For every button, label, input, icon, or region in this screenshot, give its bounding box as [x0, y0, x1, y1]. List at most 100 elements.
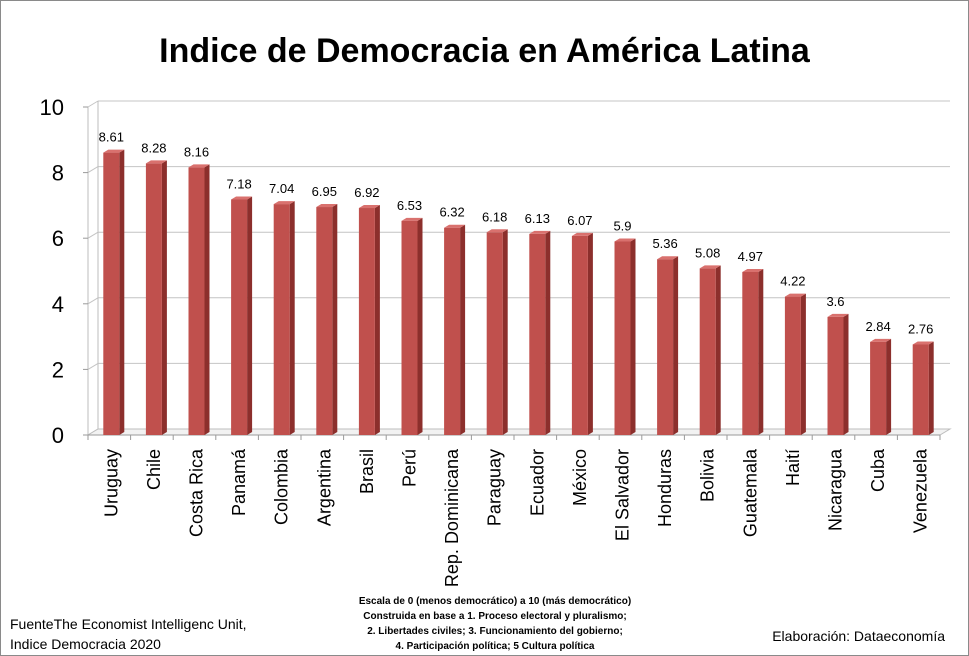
bar-side-18 — [843, 313, 849, 435]
value-label: 6.95 — [312, 184, 337, 199]
y-tick-label: 8 — [52, 161, 64, 186]
method-line-1: Escala de 0 (menos democrático) a 10 (má… — [358, 596, 632, 607]
bar-top-1 — [103, 149, 125, 153]
value-label: 8.16 — [184, 144, 209, 159]
bar-1 — [103, 152, 120, 436]
bar-12 — [571, 235, 588, 435]
category-label: El Salvador — [613, 449, 633, 541]
bar-13 — [614, 241, 631, 435]
value-label: 6.32 — [439, 205, 464, 220]
bar-top-20 — [912, 341, 934, 345]
bar-10 — [486, 232, 503, 435]
value-label: 4.22 — [780, 274, 805, 289]
bar-top-4 — [231, 196, 253, 200]
y-tick-label: 6 — [52, 226, 64, 251]
bar-9 — [444, 227, 461, 435]
y-tick-label: 4 — [52, 292, 64, 317]
value-label: 7.18 — [226, 176, 251, 191]
category-label: Rep. Dominicana — [442, 448, 462, 587]
methodology-note: Escala de 0 (menos democrático) a 10 (má… — [300, 594, 690, 654]
bar-7 — [358, 208, 375, 435]
bar-side-10 — [502, 229, 508, 435]
bar-side-1 — [119, 149, 125, 436]
bar-side-8 — [417, 217, 423, 435]
chart-floor — [86, 428, 952, 436]
bar-side-9 — [460, 224, 466, 435]
bar-side-15 — [715, 265, 721, 435]
category-label: Paraguay — [485, 449, 505, 526]
bar-top-11 — [529, 230, 551, 234]
category-label: Nicaragua — [826, 448, 846, 531]
value-label: 3.6 — [826, 294, 844, 309]
category-label: Bolivia — [698, 448, 718, 502]
value-label: 5.9 — [613, 218, 631, 233]
category-label: Honduras — [655, 449, 675, 527]
credit-note: Elaboración: Dataeconomía — [772, 628, 945, 644]
bar-side-13 — [630, 238, 636, 435]
source-note: FuenteThe Economist Intelligenc Unit, In… — [10, 614, 247, 654]
value-label: 5.08 — [695, 245, 720, 260]
bar-3 — [188, 167, 205, 436]
gridline-diag-2 — [87, 362, 99, 370]
bar-top-17 — [784, 293, 806, 297]
bar-top-6 — [316, 204, 338, 208]
chart-title: Indice de Democracia en América Latina — [159, 32, 810, 70]
category-label: Colombia — [272, 448, 292, 525]
source-line-1: FuenteThe Economist Intelligenc Unit, — [10, 616, 247, 632]
bar-top-19 — [870, 338, 892, 342]
bar-top-3 — [188, 164, 210, 168]
bar-8 — [401, 220, 418, 435]
category-label: Ecuador — [527, 449, 547, 516]
bar-side-2 — [161, 160, 167, 435]
method-line-3: 2. Libertades civiles; 3. Funcionamiento… — [367, 626, 623, 637]
bar-top-18 — [827, 313, 849, 317]
bar-top-12 — [571, 232, 593, 236]
bar-14 — [657, 259, 674, 435]
value-label: 5.36 — [652, 236, 677, 251]
y-tick-label: 2 — [52, 357, 64, 382]
method-line-4: 4. Participación política; 5 Cultura pol… — [395, 641, 595, 652]
value-label: 6.07 — [567, 213, 592, 228]
bar-4 — [231, 199, 248, 435]
bar-side-5 — [289, 201, 295, 435]
bar-11 — [529, 233, 546, 435]
category-label: México — [570, 449, 590, 506]
bar-17 — [784, 296, 801, 435]
value-label: 6.92 — [354, 185, 379, 200]
category-label: Cuba — [868, 448, 888, 492]
method-line-2: Construida en base a 1. Proceso electora… — [363, 611, 627, 622]
gridline-diag-6 — [87, 231, 99, 239]
bar-side-16 — [758, 268, 764, 435]
source-line-2: Indice Democracia 2020 — [10, 636, 161, 652]
bar-side-17 — [800, 293, 806, 435]
value-label: 6.13 — [525, 211, 550, 226]
bar-top-14 — [657, 256, 679, 260]
bar-16 — [742, 271, 759, 435]
bar-side-7 — [374, 205, 380, 435]
value-label: 7.04 — [269, 181, 294, 196]
bar-side-19 — [886, 338, 892, 435]
category-label: Uruguay — [101, 449, 121, 517]
bar-20 — [912, 344, 929, 435]
bar-2 — [145, 163, 162, 435]
bar-side-4 — [247, 196, 253, 435]
category-label: Argentina — [314, 448, 334, 526]
value-label: 2.84 — [865, 319, 890, 334]
bar-top-2 — [145, 160, 167, 164]
bar-top-8 — [401, 217, 423, 221]
bar-side-14 — [673, 256, 679, 435]
category-label: Haití — [783, 449, 803, 486]
category-label: Guatemala — [740, 448, 760, 537]
bar-side-3 — [204, 164, 210, 436]
gridline-diag-8 — [87, 166, 99, 174]
bar-6 — [316, 207, 333, 435]
gridline-diag-4 — [87, 297, 99, 305]
value-label: 6.18 — [482, 209, 507, 224]
y-tick-label: 10 — [40, 95, 64, 120]
category-label: Costa Rica — [187, 448, 207, 537]
bar-5 — [273, 204, 290, 435]
value-label: 6.53 — [397, 198, 422, 213]
bar-top-15 — [699, 265, 721, 269]
category-label: Venezuela — [911, 448, 931, 533]
